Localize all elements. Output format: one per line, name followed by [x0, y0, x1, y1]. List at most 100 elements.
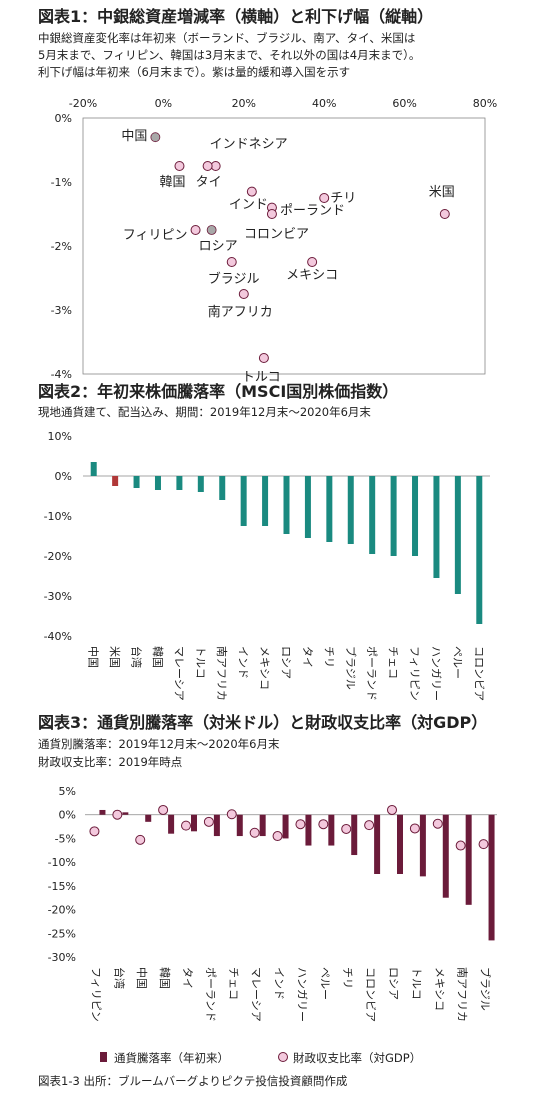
chart3-dot	[89, 826, 100, 837]
chart1-x-tick: 40%	[312, 97, 336, 110]
chart2-category-label: ロシア	[280, 646, 293, 679]
chart1-note-3: 利下げ幅は年初来（6月末まで）。紫は量的緩和導入国を示す	[38, 65, 350, 79]
chart3-category-label: タイ	[181, 967, 194, 989]
chart1-note-2: 5月末まで、フィリピン、韓国は3月末まで、それ以外の国は4月末まで）。	[38, 48, 420, 62]
chart3-category-label: トルコ	[410, 967, 423, 1000]
chart3-note-1: 通貨別騰落率：2019年12月末～2020年6月末	[38, 737, 280, 751]
chart3-bars-dots: 5% 0% -5% -10% -15% -20% -25% -30% フィリピン 台湾 中国 韓国 タイ…	[48, 785, 497, 1022]
chart1-point	[258, 353, 269, 363]
chart1-point	[246, 186, 257, 197]
chart3-bar	[191, 814, 197, 832]
chart3-dot	[272, 831, 283, 842]
chart3-dot	[112, 809, 123, 820]
chart3-category-label: ペルー	[318, 967, 331, 1000]
chart2-y-tick: -30%	[44, 590, 72, 603]
chart2-y-tick: -10%	[44, 510, 72, 523]
chart2-bar	[90, 462, 97, 476]
chart3-dot	[249, 827, 260, 838]
chart1-y-tick: -4%	[51, 368, 72, 381]
chart1-point-label: 韓国	[159, 175, 185, 190]
chart3-bar	[328, 814, 335, 846]
chart3-bar	[488, 814, 495, 941]
chart1-x-tick: 80%	[473, 97, 497, 110]
chart3-y-tick: -5%	[55, 832, 76, 845]
legend-bar-swatch	[100, 1052, 107, 1062]
chart1-point-label: ポーランド	[280, 204, 345, 219]
chart1-point-label: チリ	[330, 191, 356, 206]
chart3-y-tick: -10%	[48, 856, 76, 869]
chart3-category-label: 韓国	[158, 967, 171, 989]
chart2-category-label: トルコ	[194, 646, 207, 679]
chart1-point-label: 米国	[429, 185, 455, 200]
chart3-title: 図表3：通貨別騰落率（対米ドル）と財政収支比率（対GDP）	[38, 713, 487, 732]
legend-bar-label: 通貨騰落率（年初来）	[114, 1051, 229, 1065]
chart3-category-label: メキシコ	[433, 967, 446, 1011]
chart2-category-label: コロンビア	[472, 646, 485, 701]
chart1-point	[190, 225, 201, 235]
chart3-category-label: 中国	[135, 967, 148, 989]
chart2-bar	[412, 476, 419, 556]
chart3-category-label: ハンガリー	[295, 967, 308, 1022]
chart2-bar	[240, 476, 247, 526]
chart1-point-label: ブラジル	[208, 271, 260, 287]
chart3-category-label: ロシア	[387, 967, 400, 1000]
chart1-y-tick: 0%	[55, 112, 72, 125]
chart3-bar	[99, 809, 106, 815]
chart2-bar	[176, 476, 183, 490]
chart1-x-tick: 0%	[155, 97, 172, 110]
chart1-x-tick: -20%	[69, 97, 97, 110]
chart1-point-label: 南アフリカ	[208, 304, 273, 320]
chart3-dot	[455, 840, 466, 851]
chart3-category-label: チリ	[341, 967, 354, 989]
chart3-bar	[374, 814, 381, 874]
chart1-point-label: インドネシア	[210, 137, 288, 152]
chart2-category-label: ハンガリー	[429, 646, 442, 701]
chart2-bar	[347, 476, 354, 544]
chart2-category-label: フィリピン	[408, 646, 421, 701]
chart3-dot	[295, 819, 306, 830]
chart3-bar	[145, 814, 152, 822]
chart2-bar	[326, 476, 333, 542]
chart1-point	[226, 257, 237, 267]
chart3-dot	[135, 834, 146, 845]
chart3-bar	[419, 814, 426, 877]
chart2-category-label: ポーランド	[365, 646, 378, 701]
chart1-point-label: インド	[229, 198, 268, 213]
chart3-y-tick: -15%	[48, 880, 76, 893]
chart3-category-label: インド	[273, 967, 286, 1000]
chart3-category-label: ブラジル	[479, 967, 493, 1011]
chart2-category-label: インド	[237, 646, 250, 679]
chart1-x-tick: 20%	[232, 97, 256, 110]
chart1-point-label: 中国	[121, 129, 147, 144]
chart3-dot	[158, 804, 169, 815]
chart3-note-2: 財政収支比率：2019年時点	[38, 755, 182, 769]
chart3-category-label: コロンビア	[364, 967, 377, 1022]
chart2-category-label: チリ	[322, 646, 335, 668]
chart2-category-label: 中国	[87, 646, 100, 668]
chart3-bar	[397, 814, 403, 874]
chart2-bar	[433, 476, 440, 578]
chart2-title: 図表2：年初来株価騰落率（MSCI国別株価指数）	[38, 382, 398, 401]
chart3-dot	[432, 818, 443, 829]
chart3-category-label: チェコ	[227, 967, 240, 1000]
chart3-category-label: 台湾	[112, 967, 126, 989]
chart1-point	[238, 289, 249, 299]
chart1-point-label: タイ	[196, 175, 222, 190]
chart1-point	[206, 225, 217, 235]
chart1-y-tick: -2%	[51, 240, 72, 253]
chart3-category-label: 南アフリカ	[456, 967, 469, 1022]
chart2-category-label: 南アフリカ	[215, 646, 228, 701]
chart3-dot	[364, 820, 375, 831]
chart1-note-1: 中銀総資産変化率は年初来（ボーランド、ブラジル、南ア、タイ、米国は	[38, 31, 415, 45]
chart3-bar	[351, 814, 358, 856]
chart2-bar	[112, 476, 119, 486]
chart2-y-tick: 0%	[55, 470, 72, 483]
chart2-category-label: 米国	[108, 646, 121, 668]
chart3-y-tick: 0%	[59, 809, 76, 822]
chart2-y-tick: -20%	[44, 550, 72, 563]
chart2-category-label: 韓国	[151, 646, 164, 668]
chart2-bar	[476, 476, 483, 624]
chart1-x-tick: 60%	[392, 97, 416, 110]
chart3-category-label: ポーランド	[204, 967, 217, 1022]
chart1-y-tick: -1%	[51, 176, 72, 189]
